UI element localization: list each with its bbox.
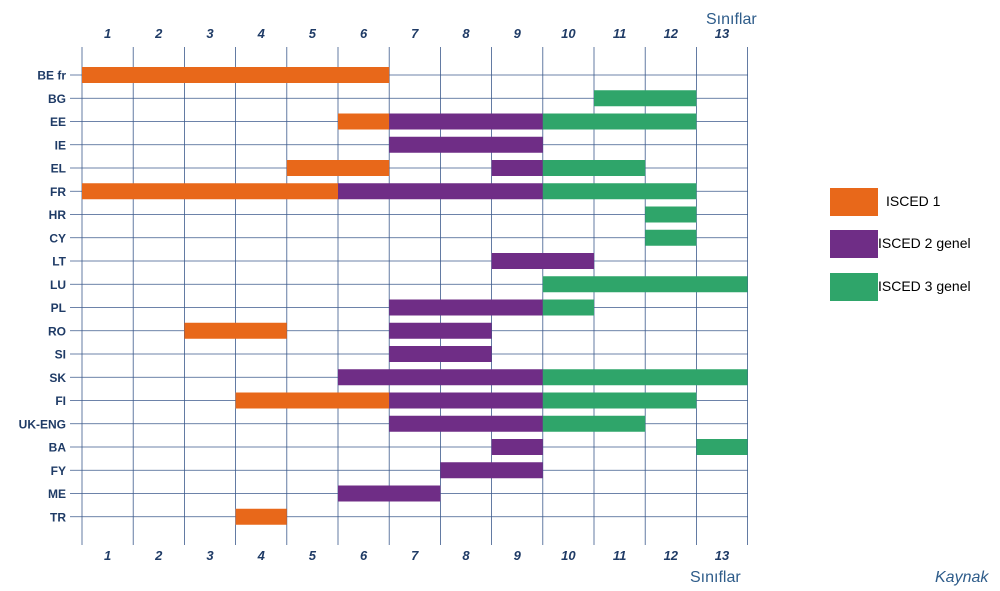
legend-item-isced3: ISCED 3 genel [830, 273, 1000, 301]
bar-ee-isced1 [338, 113, 390, 130]
grade-tick-label-bottom: 11 [613, 548, 627, 563]
country-label: ME [48, 487, 66, 501]
grade-tick-label-top: 7 [411, 26, 419, 41]
grade-tick-label-top: 11 [613, 26, 627, 41]
country-label: TR [50, 510, 66, 524]
legend-swatch-isced2 [830, 230, 878, 258]
country-label: BE fr [37, 69, 66, 83]
legend-label-isced2: ISCED 2 genel [878, 235, 971, 251]
grade-tick-label-bottom: 7 [411, 548, 419, 563]
grade-tick-label-top: 5 [309, 26, 317, 41]
legend-item-isced1: ISCED 1 [830, 188, 1000, 216]
bar-fr-isced3 [542, 183, 697, 200]
bar-fi-isced1 [235, 392, 390, 409]
bar-ee-isced3 [542, 113, 697, 130]
bar-sk-isced2 [338, 369, 543, 386]
grade-tick-label-bottom: 6 [360, 548, 368, 563]
country-label: BA [49, 441, 67, 455]
x-axis-title-top: Sınıflar [706, 11, 757, 28]
bar-tr-isced1 [235, 508, 287, 525]
bar-ee-isced2 [389, 113, 543, 130]
grade-tick-label-bottom: 10 [561, 548, 576, 563]
bar-ro-isced2 [389, 322, 492, 339]
bar-si-isced2 [389, 346, 492, 362]
country-label: BG [48, 92, 66, 106]
grade-tick-label-bottom: 9 [514, 548, 522, 563]
bar-uk-eng-isced3 [542, 415, 646, 432]
x-axis-title-bottom: Sınıflar [690, 569, 741, 586]
bar-sk-isced3 [542, 369, 748, 386]
country-label: LT [52, 255, 66, 269]
grade-tick-label-top: 4 [257, 26, 266, 41]
bar-el-isced1 [286, 160, 390, 176]
grade-tick-label-top: 12 [664, 26, 679, 41]
grade-tick-label-top: 1 [104, 26, 111, 41]
grade-tick-label-bottom: 2 [154, 548, 163, 563]
country-label: SK [49, 371, 66, 385]
country-label: FR [50, 185, 66, 199]
axis-labels: BE fr BG EE IE EL FR HR CY LT LU PL RO SI SK FI UK-ENG B… [19, 26, 730, 563]
bar-pl-isced2 [389, 299, 543, 316]
grade-tick-label-bottom: 8 [462, 548, 470, 563]
bar-bg-isced3 [594, 90, 697, 107]
bar-ro-isced1 [184, 322, 287, 339]
country-label: RO [48, 324, 66, 338]
country-label: CY [49, 231, 66, 245]
bar-fr-isced1 [82, 183, 338, 200]
bar-fr-isced2 [338, 183, 543, 200]
country-label: EL [51, 162, 66, 176]
bar-ba-isced2 [491, 439, 543, 455]
legend-item-isced2: ISCED 2 genel [830, 230, 1000, 258]
country-label: IE [55, 138, 66, 152]
country-label: LU [50, 278, 66, 292]
country-label: SI [55, 348, 66, 362]
bar-be-fr-isced1 [82, 67, 390, 83]
bar-fi-isced3 [542, 392, 697, 409]
legend-swatch-isced1 [830, 188, 878, 216]
country-label: UK-ENG [19, 417, 66, 431]
country-label: FY [51, 464, 66, 478]
bar-el-isced3 [542, 160, 646, 176]
grade-tick-label-bottom: 3 [206, 548, 214, 563]
bar-ba-isced3 [696, 439, 748, 455]
country-label: PL [51, 301, 66, 315]
grade-tick-label-top: 8 [462, 26, 470, 41]
grade-tick-label-top: 10 [561, 26, 576, 41]
country-label: FI [55, 394, 66, 408]
bar-me-isced2 [338, 485, 441, 502]
bar-lt-isced2 [491, 253, 594, 269]
legend-label-isced1: ISCED 1 [886, 193, 941, 209]
grade-tick-label-top: 3 [206, 26, 214, 41]
country-label: EE [50, 115, 66, 129]
bar-cy-isced3 [645, 229, 697, 246]
legend-label-isced3: ISCED 3 genel [878, 278, 971, 294]
grade-tick-label-top: 13 [715, 26, 730, 41]
grade-tick-label-bottom: 13 [715, 548, 730, 563]
bar-lu-isced3 [542, 276, 748, 293]
bar-hr-isced3 [645, 206, 697, 223]
grade-tick-label-bottom: 12 [664, 548, 679, 563]
bars [82, 67, 748, 525]
bar-ie-isced2 [389, 136, 543, 153]
grade-tick-label-bottom: 4 [257, 548, 266, 563]
grade-tick-label-bottom: 1 [104, 548, 111, 563]
legend-swatch-isced3 [830, 273, 878, 301]
grade-tick-label-bottom: 5 [309, 548, 317, 563]
bar-pl-isced3 [542, 299, 594, 316]
grade-tick-label-top: 2 [154, 26, 163, 41]
bar-uk-eng-isced2 [389, 415, 543, 432]
bar-el-isced2 [491, 160, 543, 176]
country-label: HR [49, 208, 67, 222]
grade-tick-label-top: 6 [360, 26, 368, 41]
grade-tick-label-top: 9 [514, 26, 522, 41]
bar-fy-isced2 [440, 462, 543, 479]
bar-fi-isced2 [389, 392, 543, 409]
source-label: Kaynak [935, 569, 989, 586]
